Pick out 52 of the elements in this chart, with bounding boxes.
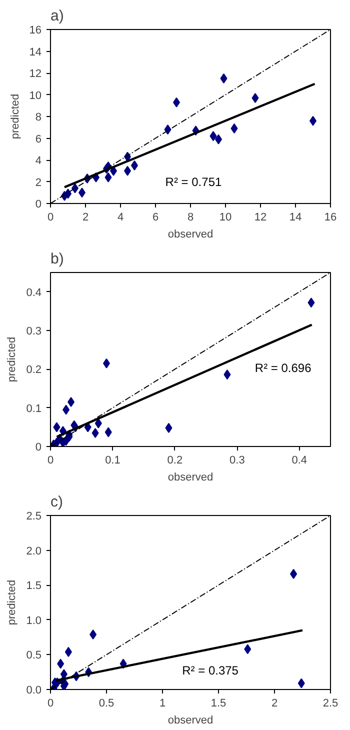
- x-tick-label: 2.5: [322, 698, 338, 710]
- y-tick-label: 0: [35, 198, 42, 210]
- x-tick-label: 10: [219, 212, 232, 224]
- x-tick-label: 2: [271, 698, 278, 710]
- y-tick-label: 0.0: [26, 684, 42, 696]
- annotation: R² = 0.751: [165, 174, 222, 189]
- y-tick-label: 8: [35, 112, 42, 124]
- x-axis-title: observed: [168, 714, 214, 726]
- x-axis-title: observed: [168, 228, 214, 240]
- y-tick-label: 1.5: [26, 580, 42, 592]
- y-tick-label: 4: [35, 155, 42, 167]
- y-tick-label: 1.0: [26, 614, 42, 627]
- y-tick-label: 2.0: [26, 545, 42, 558]
- y-tick-label: 14: [29, 46, 42, 58]
- chart-title: b): [50, 250, 64, 268]
- y-tick-label: 0.1: [26, 402, 42, 415]
- y-tick-label: 16: [29, 24, 42, 36]
- annotation: R² = 0.696: [254, 361, 312, 376]
- y-tick-label: 0.2: [26, 364, 42, 376]
- x-tick-label: 0.2: [167, 454, 183, 466]
- x-tick-label: 2: [82, 212, 89, 224]
- y-tick-label: 12: [29, 68, 42, 80]
- y-tick-label: 10: [29, 90, 42, 102]
- x-tick-label: 16: [324, 212, 337, 224]
- x-tick-label: 1: [159, 698, 166, 710]
- y-tick-label: 6: [35, 133, 42, 146]
- x-tick-label: 12: [254, 212, 267, 224]
- y-tick-label: 0.4: [26, 286, 42, 299]
- x-tick-label: 14: [289, 212, 302, 224]
- x-tick-label: 0: [47, 212, 54, 224]
- y-tick-label: 0.5: [26, 650, 42, 662]
- x-tick-label: 0.4: [292, 454, 308, 466]
- y-axis-title: predicted: [6, 580, 18, 626]
- y-tick-label: 2: [35, 176, 42, 189]
- y-tick-label: 2.5: [26, 510, 42, 522]
- y-tick-label: 0: [35, 442, 42, 454]
- x-tick-label: 4: [117, 212, 124, 224]
- x-tick-label: 0.1: [105, 454, 120, 466]
- chart-title: c): [50, 494, 63, 510]
- x-tick-label: 0: [47, 454, 54, 466]
- x-tick-label: 0: [47, 698, 54, 710]
- x-tick-label: 8: [187, 212, 194, 224]
- chart-title: a): [50, 8, 64, 24]
- x-axis-title: observed: [168, 472, 214, 484]
- x-tick-label: 0.3: [230, 454, 245, 466]
- y-tick-label: 0.3: [26, 326, 42, 338]
- y-axis-title: predicted: [6, 336, 18, 382]
- x-tick-label: 0.5: [98, 698, 114, 710]
- annotation: R² = 0.375: [182, 663, 239, 678]
- x-tick-label: 6: [152, 212, 159, 224]
- y-axis-title: predicted: [9, 94, 22, 140]
- x-tick-label: 1.5: [210, 698, 226, 710]
